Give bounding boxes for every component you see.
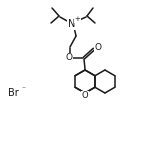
Text: O: O bbox=[95, 44, 102, 52]
Text: ⁻: ⁻ bbox=[21, 84, 25, 93]
Text: +: + bbox=[75, 16, 80, 22]
Text: O: O bbox=[66, 54, 72, 63]
Text: Br: Br bbox=[8, 88, 18, 98]
Text: O: O bbox=[82, 92, 88, 100]
Text: N: N bbox=[68, 19, 76, 29]
